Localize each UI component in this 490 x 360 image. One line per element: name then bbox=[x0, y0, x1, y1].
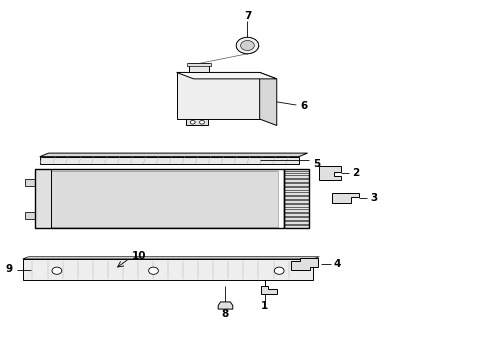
Circle shape bbox=[190, 121, 195, 124]
Polygon shape bbox=[284, 208, 309, 212]
Bar bbox=[23, 259, 314, 280]
Polygon shape bbox=[261, 286, 277, 294]
Polygon shape bbox=[332, 193, 359, 203]
Text: 9: 9 bbox=[5, 264, 13, 274]
Bar bbox=[189, 63, 209, 72]
Circle shape bbox=[148, 267, 158, 274]
Bar bbox=[35, 169, 50, 228]
Circle shape bbox=[241, 41, 254, 50]
Polygon shape bbox=[23, 257, 319, 259]
Polygon shape bbox=[186, 119, 208, 126]
Text: 4: 4 bbox=[333, 259, 341, 269]
Bar bbox=[284, 169, 309, 228]
Polygon shape bbox=[284, 196, 309, 199]
Bar bbox=[35, 169, 284, 228]
Polygon shape bbox=[40, 153, 308, 157]
Bar bbox=[40, 157, 299, 164]
Bar bbox=[50, 171, 278, 226]
Polygon shape bbox=[176, 72, 260, 119]
Text: 3: 3 bbox=[370, 193, 377, 203]
Circle shape bbox=[274, 267, 284, 274]
Text: 6: 6 bbox=[300, 101, 307, 111]
Polygon shape bbox=[25, 179, 35, 186]
Polygon shape bbox=[284, 179, 309, 182]
Polygon shape bbox=[284, 171, 309, 174]
Polygon shape bbox=[260, 72, 277, 126]
Polygon shape bbox=[25, 212, 35, 219]
Polygon shape bbox=[284, 188, 309, 190]
Polygon shape bbox=[284, 221, 309, 224]
Polygon shape bbox=[284, 175, 309, 178]
Text: 1: 1 bbox=[261, 301, 268, 311]
Polygon shape bbox=[284, 200, 309, 203]
Polygon shape bbox=[284, 213, 309, 216]
Polygon shape bbox=[284, 204, 309, 207]
Text: 10: 10 bbox=[132, 251, 147, 261]
Bar bbox=[187, 63, 211, 66]
Bar bbox=[284, 169, 309, 228]
Circle shape bbox=[52, 267, 62, 274]
Text: 7: 7 bbox=[244, 12, 251, 22]
Polygon shape bbox=[218, 302, 233, 309]
Circle shape bbox=[199, 121, 204, 124]
Polygon shape bbox=[284, 183, 309, 186]
Polygon shape bbox=[292, 258, 319, 270]
Polygon shape bbox=[319, 166, 341, 180]
Text: 5: 5 bbox=[313, 159, 320, 169]
Polygon shape bbox=[284, 225, 309, 228]
Polygon shape bbox=[284, 217, 309, 220]
Text: 8: 8 bbox=[222, 310, 229, 319]
Text: 2: 2 bbox=[352, 168, 360, 178]
Polygon shape bbox=[284, 192, 309, 195]
Circle shape bbox=[236, 37, 259, 54]
Polygon shape bbox=[176, 72, 277, 79]
